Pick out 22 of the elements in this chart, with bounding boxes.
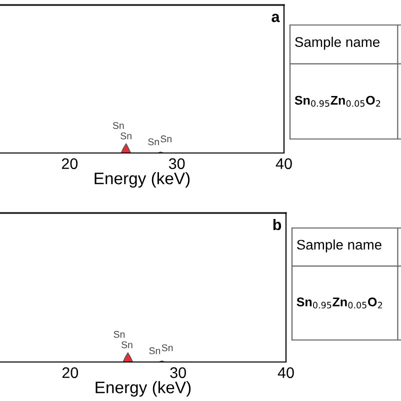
x-tick-label: 20 <box>62 158 78 170</box>
text: Sample name <box>296 239 382 252</box>
text: Sn <box>160 135 172 142</box>
text: b <box>273 218 282 230</box>
text: Sn$_{0.95}$Zn$_{0.05}$O$_{2}$ <box>294 96 380 107</box>
text: Sample name <box>295 36 380 50</box>
text: Sn <box>120 132 132 140</box>
text: Sn <box>121 341 132 348</box>
x-tick-label: 30 <box>170 367 186 378</box>
x-tick-label: 30 <box>168 158 185 170</box>
annotation: Sn <box>148 138 159 146</box>
x-axis-title: Energy (keV) <box>94 172 190 188</box>
text: Sn <box>112 122 124 129</box>
x-tick-label: 40 <box>278 367 294 378</box>
x-tick-label: 20 <box>62 367 78 378</box>
x-tick-label: 40 <box>276 158 292 170</box>
text: Sn <box>114 330 125 338</box>
x-axis-title: Energy (keV) <box>96 381 191 397</box>
text: Sn <box>162 344 173 352</box>
text: a <box>272 14 280 22</box>
annotation: Sn <box>149 347 160 354</box>
text: Sn$_{0.95}$Zn$_{0.05}$O$_{2}$ <box>296 298 382 308</box>
